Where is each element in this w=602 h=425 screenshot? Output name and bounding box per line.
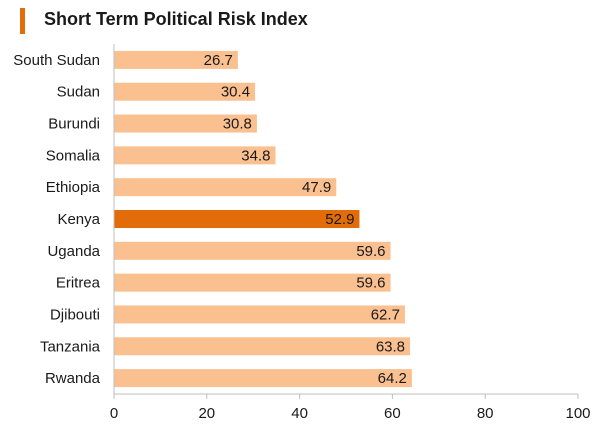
category-label: Eritrea (56, 275, 101, 292)
data-label: 59.6 (356, 275, 385, 292)
x-tick-label: 100 (565, 405, 590, 422)
category-label: Tanzania (40, 338, 101, 355)
bar-eritrea (114, 273, 391, 292)
bar-kenya (114, 210, 360, 228)
data-label: 59.6 (356, 243, 385, 260)
bar-ethiopia (114, 178, 337, 197)
category-label: Somalia (46, 147, 101, 164)
data-label: 30.8 (223, 116, 252, 133)
bar-south-sudan (114, 50, 238, 69)
data-label: 26.7 (204, 52, 233, 69)
category-label: Ethiopia (46, 179, 101, 196)
data-label: 52.9 (325, 211, 354, 228)
x-tick-label: 40 (291, 405, 308, 422)
x-tick-label: 20 (198, 405, 215, 422)
data-label: 34.8 (241, 147, 270, 164)
bar-burundi (114, 114, 257, 133)
data-label: 64.2 (378, 370, 407, 387)
category-label: Sudan (57, 84, 100, 101)
category-label: South Sudan (13, 52, 100, 69)
bar-uganda (114, 241, 391, 260)
chart-title: Short Term Political Risk Index (44, 9, 308, 29)
data-label: 63.8 (376, 338, 405, 355)
data-label: 30.4 (221, 84, 250, 101)
bar-sudan (114, 82, 256, 101)
bar-tanzania (114, 337, 411, 356)
bar-somalia (114, 146, 276, 165)
x-tick-label: 80 (477, 405, 494, 422)
data-label: 47.9 (302, 179, 331, 196)
category-label: Rwanda (45, 370, 101, 387)
x-tick-label: 60 (384, 405, 401, 422)
category-label: Burundi (48, 116, 100, 133)
category-label: Uganda (47, 243, 100, 260)
category-label: Kenya (57, 211, 100, 228)
category-label: Djibouti (50, 306, 100, 323)
bar-djibouti (114, 305, 405, 324)
bar-rwanda (114, 369, 412, 388)
x-tick-label: 0 (110, 405, 118, 422)
data-label: 62.7 (371, 306, 400, 323)
title-marker (20, 8, 25, 34)
